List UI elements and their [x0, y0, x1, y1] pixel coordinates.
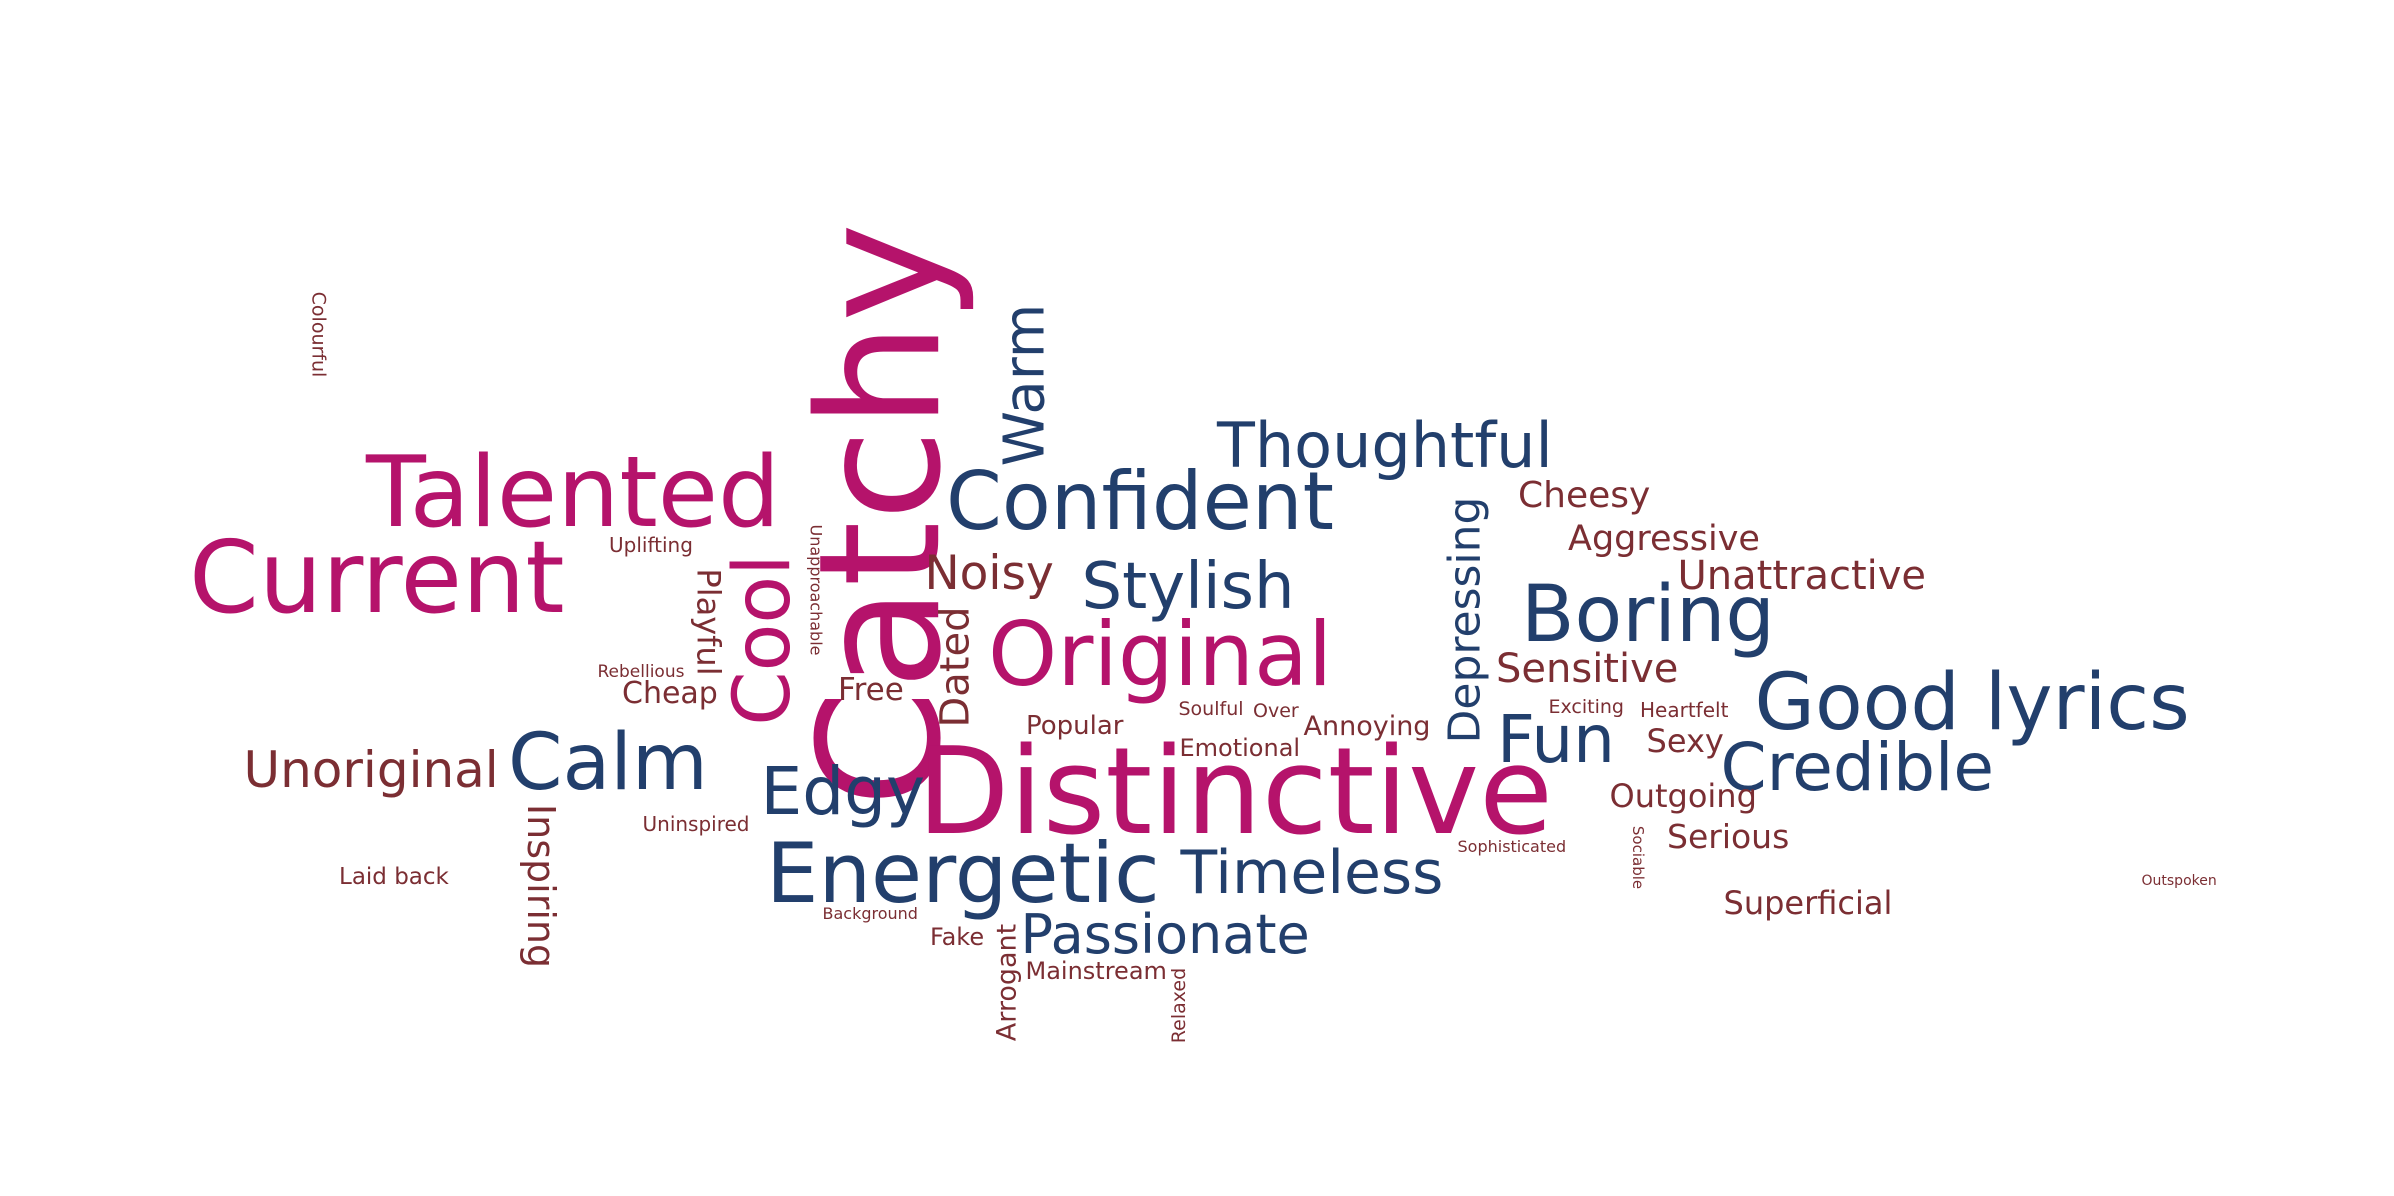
word-cool: Cool [717, 554, 808, 726]
word-edgy: Edgy [760, 753, 926, 830]
word-depressing: Depressing [1438, 496, 1490, 744]
word-cheesy: Cheesy [1518, 475, 1651, 516]
word-original: Original [988, 603, 1333, 706]
word-inspiring: Inspiring [519, 803, 564, 969]
word-emotional: Emotional [1179, 734, 1301, 762]
word-confident: Confident [946, 455, 1334, 548]
word-rebellious: Rebellious [597, 661, 685, 682]
word-energetic: Energetic [766, 824, 1160, 922]
word-credible: Credible [1720, 729, 1994, 806]
word-relaxed: Relaxed [1167, 967, 1190, 1043]
word-colourful: Colourful [307, 291, 330, 377]
word-sophisticated: Sophisticated [1457, 837, 1567, 856]
word-heartfelt: Heartfelt [1640, 698, 1729, 722]
word-soulful: Soulful [1178, 697, 1244, 720]
word-sociable: Sociable [1628, 825, 1647, 889]
word-over: Over [1253, 699, 1299, 722]
word-cheap: Cheap [622, 676, 718, 711]
word-exciting: Exciting [1548, 695, 1624, 718]
word-free: Free [838, 671, 904, 708]
word-fun: Fun [1497, 701, 1616, 778]
word-passionate: Passionate [1020, 903, 1310, 966]
word-arrogant: Arrogant [991, 923, 1023, 1041]
word-thoughtful: Thoughtful [1217, 409, 1553, 482]
word-mainstream: Mainstream [1025, 957, 1167, 985]
word-uninspired: Uninspired [642, 812, 750, 836]
word-current: Current [189, 519, 565, 636]
word-stylish: Stylish [1081, 550, 1295, 624]
word-unattractive: Unattractive [1677, 553, 1927, 599]
word-dated: Dated [932, 606, 978, 728]
word-timeless: Timeless [1180, 838, 1444, 908]
word-unoriginal: Unoriginal [243, 741, 499, 799]
word-noisy: Noisy [924, 545, 1054, 601]
word-sexy: Sexy [1646, 722, 1724, 760]
word-popular: Popular [1026, 711, 1124, 741]
word-good-lyrics: Good lyrics [1754, 658, 2190, 748]
word-unapproachable: Unapproachable [805, 524, 825, 656]
word-sensitive: Sensitive [1496, 646, 1679, 692]
word-calm: Calm [508, 718, 708, 808]
word-talented: Talented [366, 436, 781, 550]
word-outspoken: Outspoken [2141, 873, 2217, 889]
word-annoying: Annoying [1303, 710, 1431, 742]
word-boring: Boring [1521, 570, 1775, 660]
word-serious: Serious [1667, 816, 1790, 856]
word-outgoing: Outgoing [1609, 777, 1757, 815]
word-superficial: Superficial [1723, 884, 1893, 922]
word-laid-back: Laid back [339, 863, 449, 890]
word-playful: Playful [689, 568, 728, 676]
word-uplifting: Uplifting [609, 533, 693, 557]
word-fake: Fake [930, 923, 985, 951]
word-distinctive: Distinctive [917, 723, 1553, 862]
word-warm: Warm [991, 303, 1057, 467]
word-background: Background [822, 904, 918, 923]
word-aggressive: Aggressive [1568, 518, 1760, 559]
